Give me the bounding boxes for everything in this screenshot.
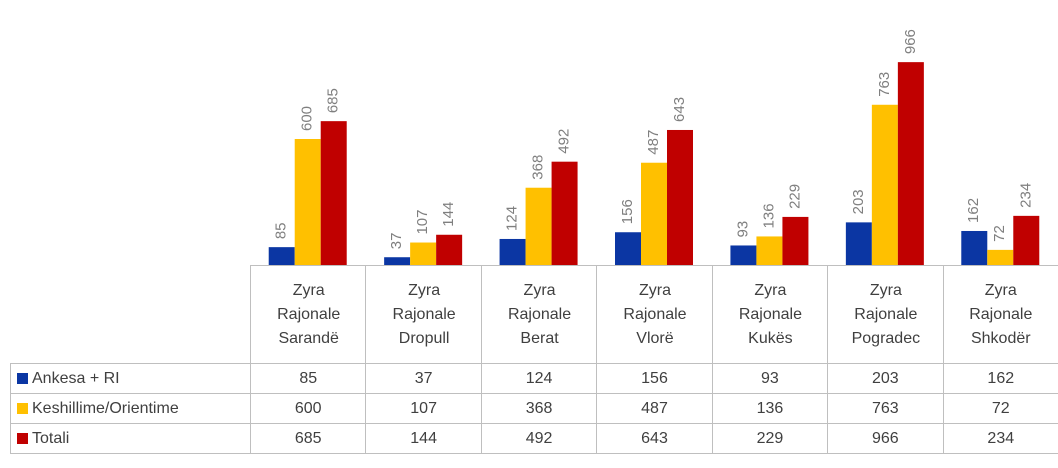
legend-swatch [17,373,28,384]
bar [782,216,809,265]
bar [525,187,552,265]
table-value: 72 [942,393,1058,424]
table-value: 492 [480,423,598,454]
table-value: 37 [365,363,482,394]
data-label: 107 [414,209,431,234]
legend-cell: Keshillime/Orientime [10,393,251,424]
legend-swatch [17,433,28,444]
data-label: 763 [876,72,893,97]
data-label: 124 [504,206,521,231]
bar [1013,215,1040,265]
bar [845,222,872,265]
data-label: 136 [760,203,777,228]
table-value: 85 [250,363,367,394]
data-label: 203 [850,189,867,214]
table-value: 966 [827,423,944,454]
table-value: 156 [596,363,713,394]
data-label: 93 [734,221,751,238]
table-value: 600 [250,393,367,424]
legend-label: Ankesa + RI [32,369,120,387]
data-label: 600 [299,106,316,131]
bar [436,234,463,265]
data-label: 144 [440,202,457,227]
bar [615,232,641,265]
bar [499,238,526,265]
table-value: 124 [480,363,598,394]
legend-cell: Ankesa + RI [10,363,251,394]
bar [641,162,667,265]
data-label: 72 [991,225,1008,242]
x-tick-label: Zyra Rajonale Shkodër [969,282,1033,347]
bar [294,139,321,265]
data-label: 234 [1017,183,1034,208]
legend-swatch [17,403,28,414]
data-label: 85 [273,222,290,239]
category-cell: Zyra Rajonale Dropull [365,265,482,364]
data-label: 368 [530,155,547,180]
table-value: 234 [942,423,1058,454]
bar [551,161,578,265]
data-label: 487 [645,130,662,155]
bar [897,62,924,265]
bar [384,257,411,265]
data-label: 156 [619,199,636,224]
table-value: 643 [596,423,713,454]
table-value: 162 [942,363,1058,394]
bar [871,104,898,266]
x-tick-label: Zyra Rajonale Kukës [738,282,802,347]
legend-label: Totali [32,429,70,447]
data-label: 966 [902,29,919,54]
data-label: 37 [388,233,405,250]
x-tick-label: Zyra Rajonale Berat [507,282,572,347]
data-label: 492 [556,129,573,154]
table-value: 107 [365,393,482,424]
bar [667,129,693,265]
legend-label: Keshillime/Orientime [32,399,179,417]
bar [268,247,295,265]
bar [320,121,347,266]
bar [410,242,437,265]
x-tick-label: Zyra Rajonale Sarandë [277,282,341,347]
x-tick-label: Zyra Rajonale Dropull [392,282,456,347]
table-value: 763 [827,393,944,424]
bar [987,249,1014,265]
table-value: 203 [827,363,944,394]
category-cell: Zyra Rajonale Berat [480,265,598,364]
table-value: 229 [711,423,829,454]
legend-cell: Totali [10,423,251,454]
table-value: 368 [480,393,598,424]
bar [730,245,757,265]
x-tick-label: Zyra Rajonale Pogradec [851,282,921,347]
table-value: 487 [596,393,713,424]
table-value: 685 [250,423,367,454]
category-cell: Zyra Rajonale Vlorë [596,265,713,364]
x-tick-label: Zyra Rajonale Vlorë [623,282,687,347]
table-value: 144 [365,423,482,454]
data-label: 162 [965,198,982,223]
category-cell: Zyra Rajonale Pogradec [827,265,944,364]
bar [756,236,783,265]
bar [961,230,988,265]
category-cell: Zyra Rajonale Kukës [711,265,829,364]
category-cell: Zyra Rajonale Shkodër [942,265,1058,364]
data-label: 685 [325,88,342,113]
data-label: 229 [786,184,803,209]
table-value: 93 [711,363,829,394]
data-label: 643 [671,97,688,122]
category-cell: Zyra Rajonale Sarandë [250,265,367,364]
table-value: 136 [711,393,829,424]
